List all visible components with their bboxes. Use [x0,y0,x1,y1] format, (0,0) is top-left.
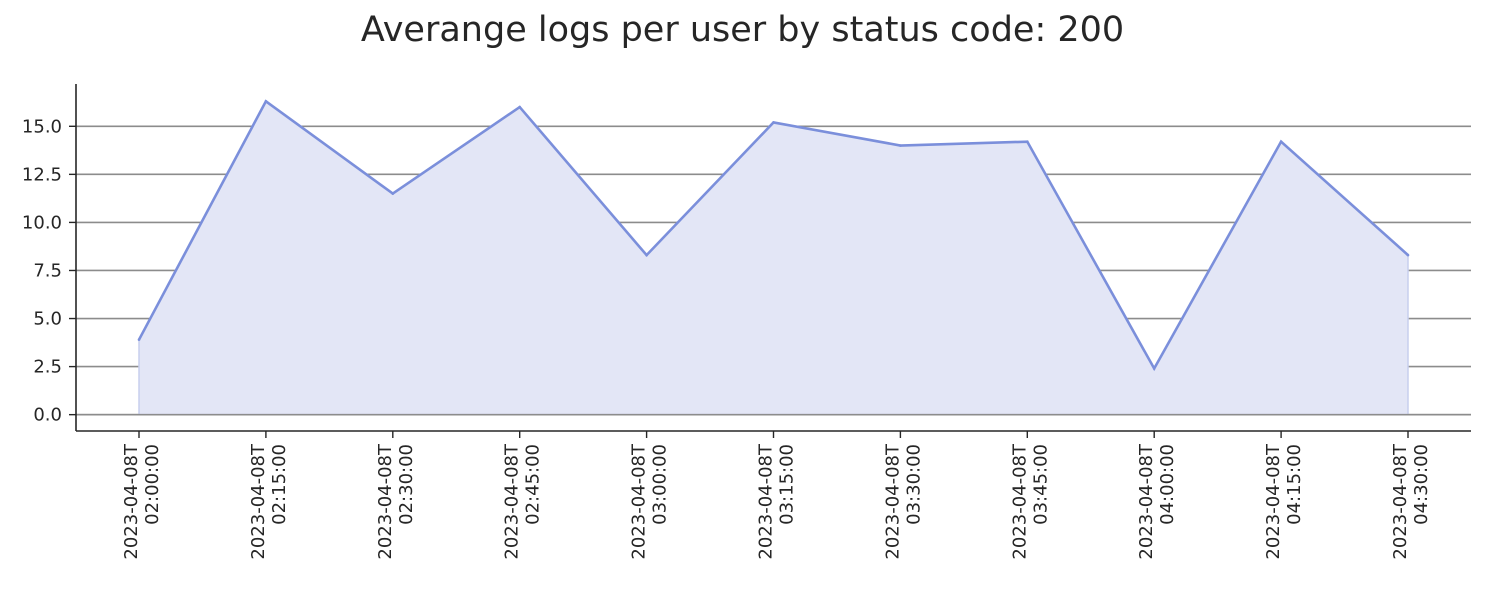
x-tick-label: 2023-04-08T03:45:00 [1009,443,1051,560]
x-tick-label: 2023-04-08T02:15:00 [248,443,290,560]
data-point [1152,367,1156,370]
y-tick-label: 0.0 [33,405,62,426]
chart-title: Averange logs per user by status code: 2… [360,10,1125,50]
data-point [137,338,141,341]
x-tick-label: 2023-04-08T02:30:00 [375,443,417,560]
x-tick-label: 2023-04-08T02:00:00 [121,443,163,560]
x-tick-label: 2023-04-08T02:45:00 [502,443,544,560]
y-tick-label: 15.0 [22,116,62,137]
y-tick-label: 7.5 [33,260,62,281]
data-point [518,105,521,109]
x-tick-label: 2023-04-08T04:00:00 [1136,443,1178,560]
y-tick-label: 5.0 [33,309,62,330]
y-tick-label: 2.5 [33,357,62,378]
x-tick-label: 2023-04-08T03:30:00 [882,443,924,560]
data-point [1026,140,1029,143]
x-tick-label: 2023-04-08T03:00:00 [629,443,671,560]
y-tick-label: 10.0 [22,212,62,233]
y-tick-label: 12.5 [22,164,62,185]
data-point [899,144,902,147]
data-point [264,100,268,103]
data-point [1279,140,1283,143]
data-point [1406,253,1410,257]
x-tick-label: 2023-04-08T04:30:00 [1390,443,1432,560]
data-point [772,121,775,124]
data-point [645,253,648,257]
data-point [391,192,395,195]
x-tick-label: 2023-04-08T03:15:00 [756,443,798,560]
x-tick-label: 2023-04-08T04:15:00 [1263,443,1305,560]
